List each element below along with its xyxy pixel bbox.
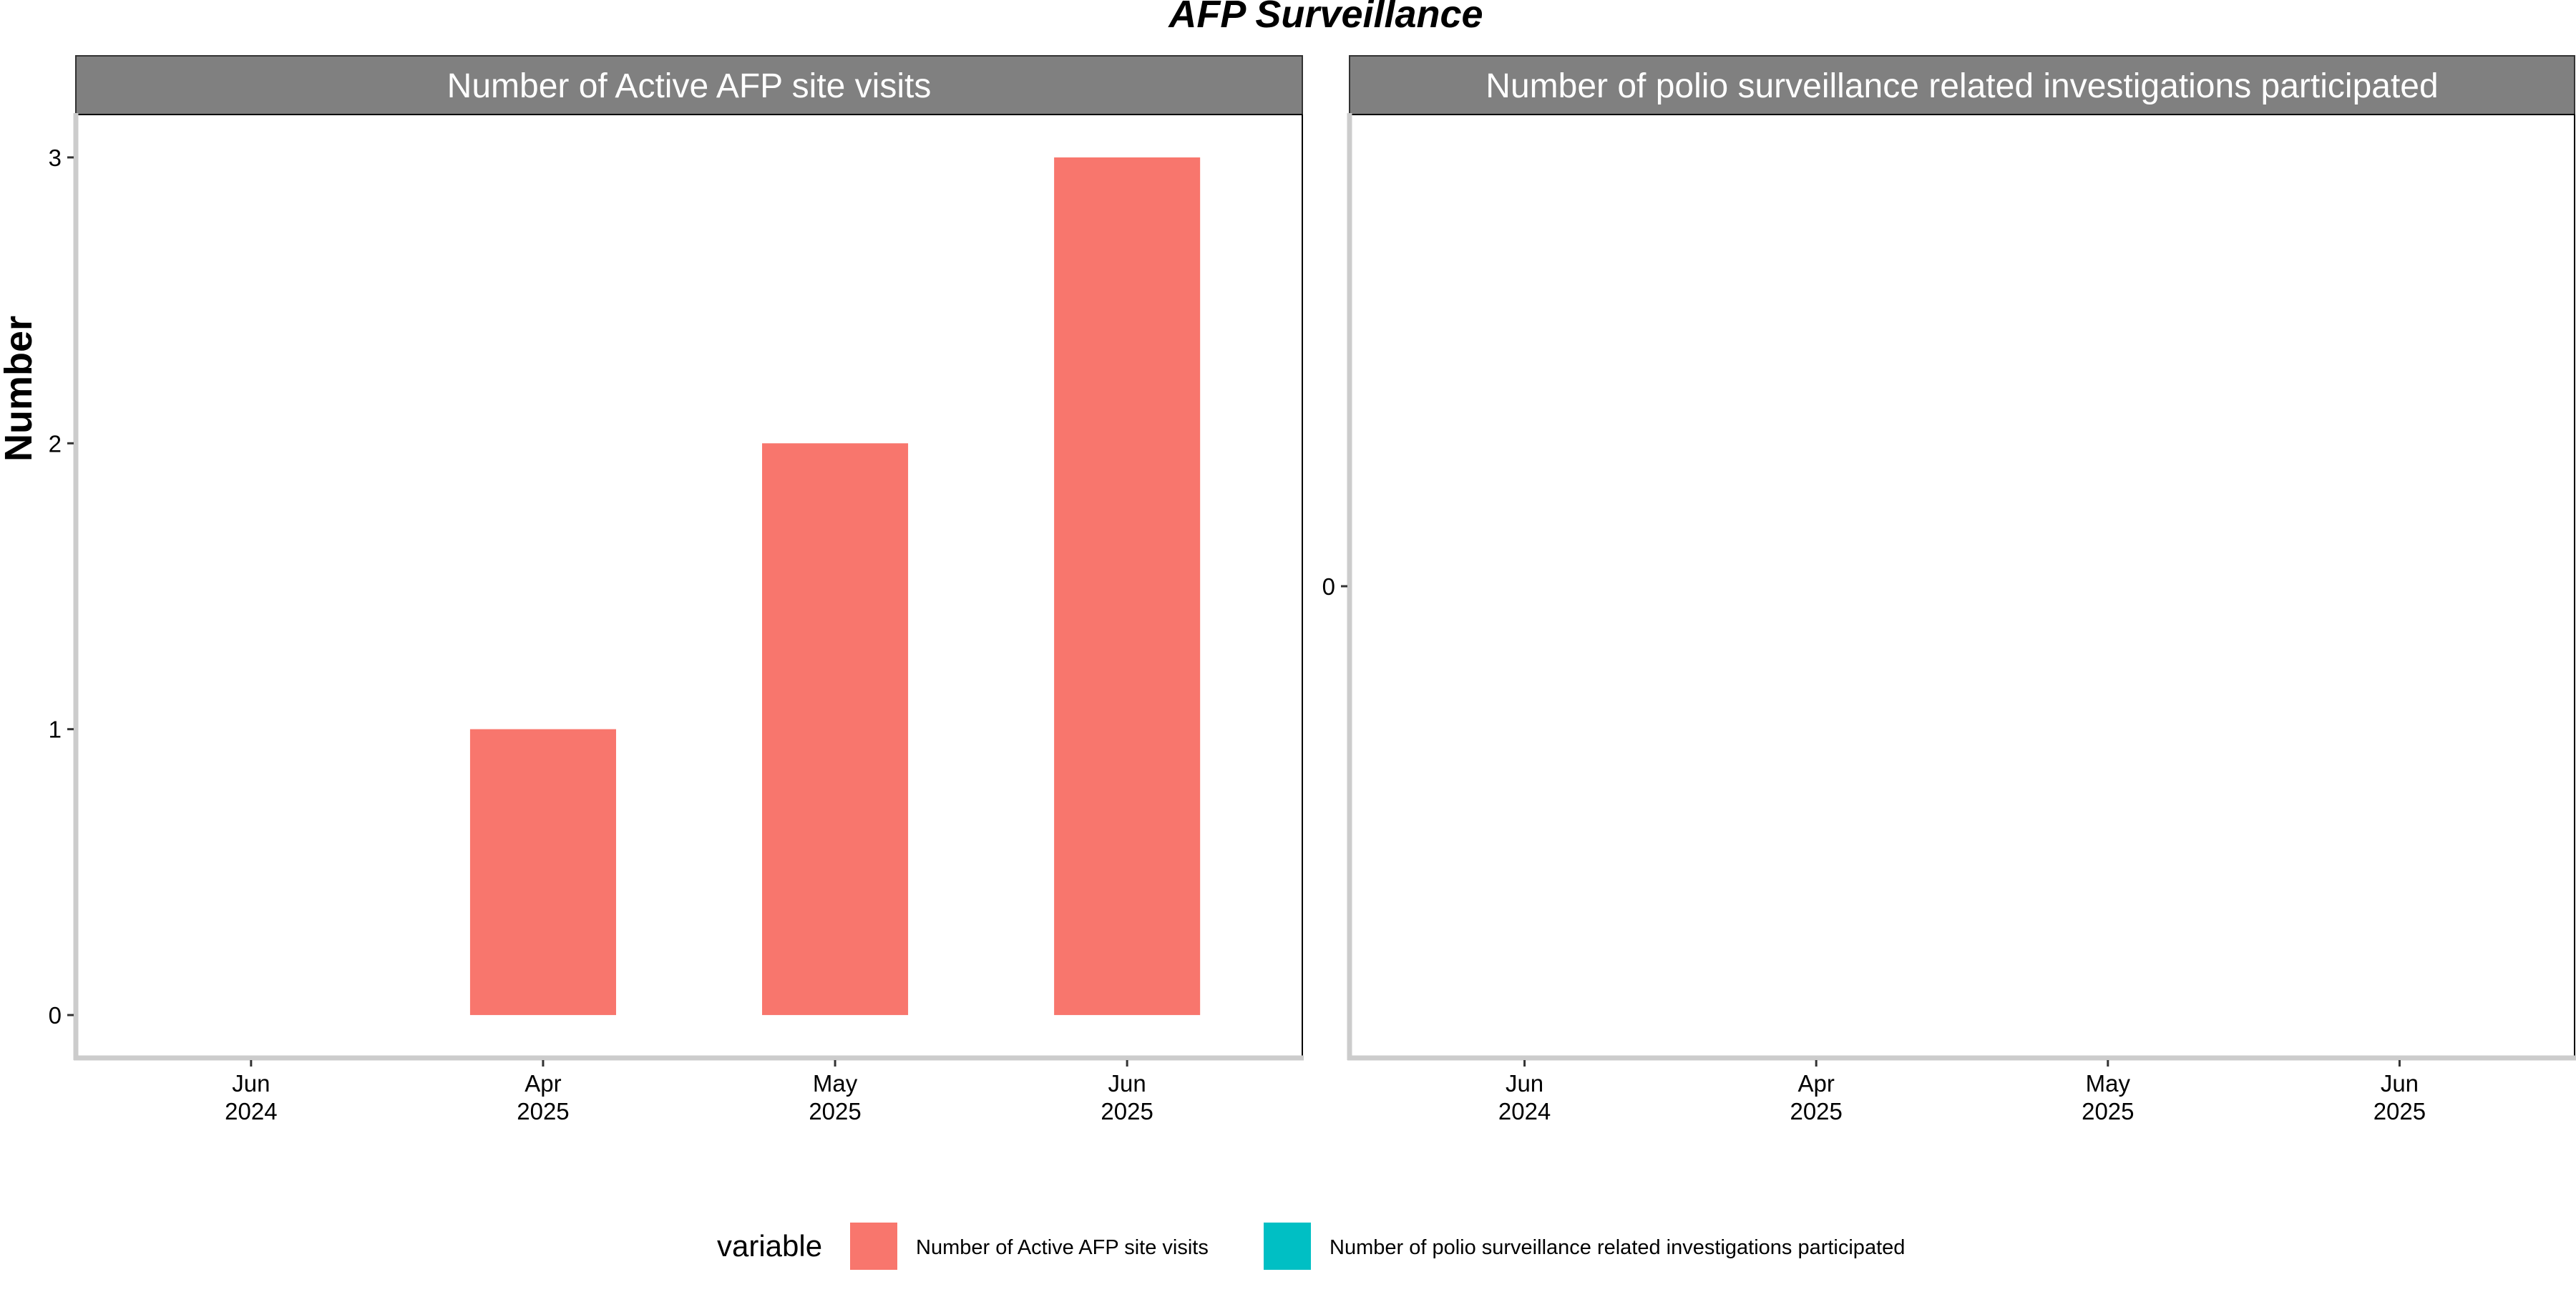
x-tick-label-year: 2025 [1101,1098,1153,1125]
legend-label-1: Number of Active AFP site visits [916,1236,1209,1259]
bar-apr-2025 [469,729,616,1016]
x-tick-label-month: Apr [1798,1070,1835,1097]
chart-title: AFP Surveillance [1167,0,1483,36]
x-tick-label-month: Jun [2381,1070,2419,1097]
x-tick-label-year: 2025 [2082,1098,2134,1125]
y-tick-label: 0 [49,1002,62,1029]
facet-strip [1349,55,2575,115]
y-tick-label: 0 [1322,573,1335,600]
x-tick-label-year: 2024 [1498,1098,1551,1125]
x-tick-label-month: May [813,1070,858,1097]
legend-title: variable [717,1229,822,1263]
facet-title: Number of polio surveillance related inv… [1485,67,2438,105]
legend-key-1 [850,1223,897,1270]
y-tick-label: 2 [49,430,62,457]
y-tick-label: 1 [49,717,62,743]
x-tick-label-month: Jun [232,1070,270,1097]
x-tick-label-month: Jun [1108,1070,1146,1097]
y-axis-label: Number [0,316,40,462]
panel-1: Number of Active AFP site visits0123Jun2… [49,55,1304,1125]
x-tick-label-month: Jun [1506,1070,1543,1097]
facet-strip [75,55,1303,115]
y-tick-label: 3 [49,145,62,171]
x-tick-label-year: 2024 [225,1098,277,1125]
x-tick-label-year: 2025 [1790,1098,1842,1125]
x-tick-label-month: May [2086,1070,2131,1097]
x-tick-label-month: Apr [525,1070,561,1097]
x-tick-label-year: 2025 [809,1098,861,1125]
legend-label-2: Number of polio surveillance related inv… [1330,1236,1905,1259]
facet-title: Number of Active AFP site visits [447,67,932,105]
x-tick-label-year: 2025 [517,1098,569,1125]
legend: variable Number of Active AFP site visits… [717,1223,1905,1270]
legend-key-2 [1264,1223,1311,1270]
bar-jun-2025 [1054,157,1201,1016]
bar-may-2025 [762,443,909,1016]
x-tick-label-year: 2025 [2373,1098,2426,1125]
panel-2: Number of polio surveillance related inv… [1322,55,2576,1125]
